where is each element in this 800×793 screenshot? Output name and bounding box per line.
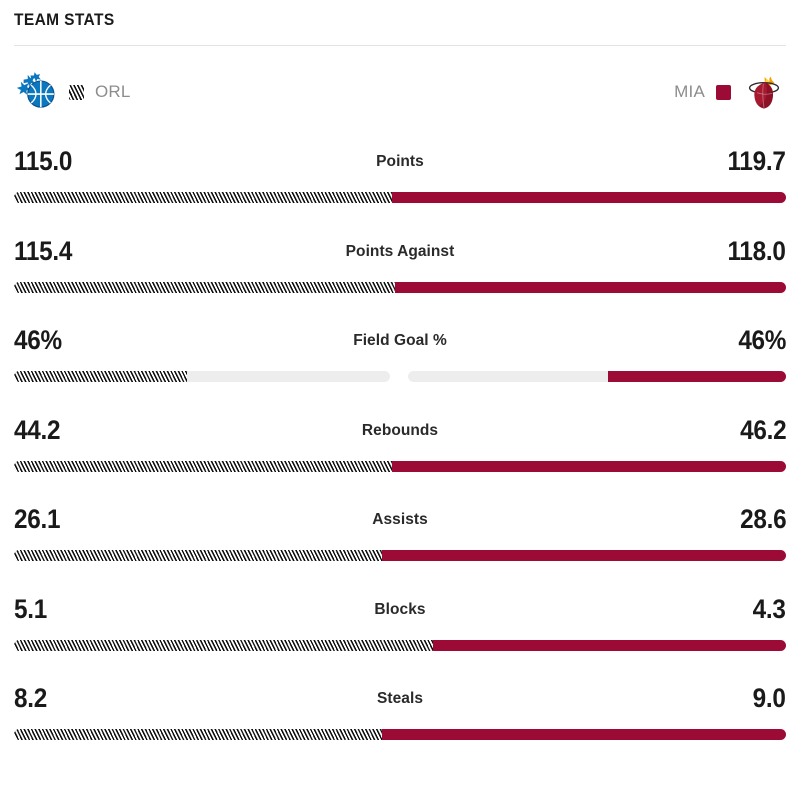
stat-row-head: 8.2 Steals 9.0 [14, 683, 786, 717]
stat-value-away: 8.2 [14, 683, 47, 713]
stat-bar-fill-away [14, 281, 396, 293]
stat-value-away: 115.4 [14, 235, 73, 266]
stat-value-away: 5.1 [14, 593, 47, 624]
stat-bar [14, 639, 786, 651]
stat-bar [14, 192, 786, 203]
stat-label: Rebounds [361, 421, 439, 439]
stat-row-head: 46% Field Goal % 46% [14, 325, 786, 359]
stat-bar-split [14, 639, 786, 651]
orlando-magic-logo-icon [16, 72, 55, 108]
stat-row: 5.1 Blocks 4.3 [0, 578, 800, 668]
stat-value-home: 28.6 [739, 504, 786, 534]
team-legend: ORL MIA [0, 62, 800, 122]
stat-value-away: 115.0 [14, 146, 73, 176]
hatch-swatch-icon [69, 84, 84, 100]
legend-home-abbr: MIA [674, 82, 705, 101]
stat-label: Steals [377, 690, 423, 707]
stat-bar-track-home [408, 371, 786, 382]
stat-bar-fill-away [14, 371, 187, 382]
miami-heat-logo-icon [748, 76, 780, 109]
stat-bar-split [14, 729, 786, 740]
stat-bar-fill-away [14, 550, 383, 561]
stat-value-home: 4.3 [753, 593, 786, 624]
stat-label: Points [376, 153, 424, 170]
stat-bar-split [14, 460, 786, 472]
stat-bar [14, 729, 786, 740]
stat-bar-fill-away [14, 639, 434, 651]
stat-row: 46% Field Goal % 46% [0, 309, 800, 399]
stat-value-home: 9.0 [753, 683, 786, 713]
stat-value-home: 119.7 [727, 146, 786, 176]
stat-row-head: 26.1 Assists 28.6 [14, 504, 786, 538]
stat-bar [14, 371, 786, 382]
stat-value-away: 46% [14, 325, 62, 355]
stat-bar [14, 460, 786, 472]
stat-row: 26.1 Assists 28.6 [0, 488, 800, 578]
stat-row-head: 5.1 Blocks 4.3 [14, 594, 786, 628]
stat-bar-track-away [14, 371, 390, 382]
stat-value-away: 26.1 [14, 504, 61, 534]
stat-bar [14, 550, 786, 561]
stat-row-head: 44.2 Rebounds 46.2 [14, 415, 786, 449]
stat-row: 8.2 Steals 9.0 [0, 667, 800, 757]
stat-bar-fill-away [14, 460, 392, 472]
stat-row: 115.0 Points 119.7 [0, 130, 800, 220]
stat-bar-fill-away [14, 192, 393, 203]
stat-bar-split [14, 192, 786, 203]
stat-row: 44.2 Rebounds 46.2 [0, 399, 800, 489]
stat-bar-fill-away [14, 729, 383, 740]
stat-value-home: 46% [738, 325, 786, 355]
stat-rows-container: 115.0 Points 119.7 115.4 Points Against 118.0… [0, 130, 800, 757]
legend-home-team[interactable]: MIA [674, 62, 786, 122]
stat-label: Points Against [345, 242, 455, 260]
stat-label: Blocks [374, 600, 426, 618]
stat-row-head: 115.4 Points Against 118.0 [14, 236, 786, 270]
stat-bar [14, 281, 786, 293]
stat-value-home: 46.2 [739, 414, 786, 445]
stat-label: Field Goal % [353, 332, 447, 349]
legend-away-team[interactable]: ORL [14, 62, 131, 122]
stat-row: 115.4 Points Against 118.0 [0, 220, 800, 310]
legend-away-abbr: ORL [95, 82, 131, 101]
stat-row-head: 115.0 Points 119.7 [14, 146, 786, 180]
solid-swatch-icon [716, 84, 731, 100]
page-title: TEAM STATS [14, 11, 115, 29]
stat-bar-split [14, 281, 786, 293]
stat-value-home: 118.0 [727, 235, 786, 266]
stat-label: Assists [372, 511, 428, 528]
stat-bar-split [14, 550, 786, 561]
header-divider [14, 45, 786, 46]
stat-value-away: 44.2 [14, 414, 61, 445]
stat-bar-fill-home [608, 371, 786, 382]
